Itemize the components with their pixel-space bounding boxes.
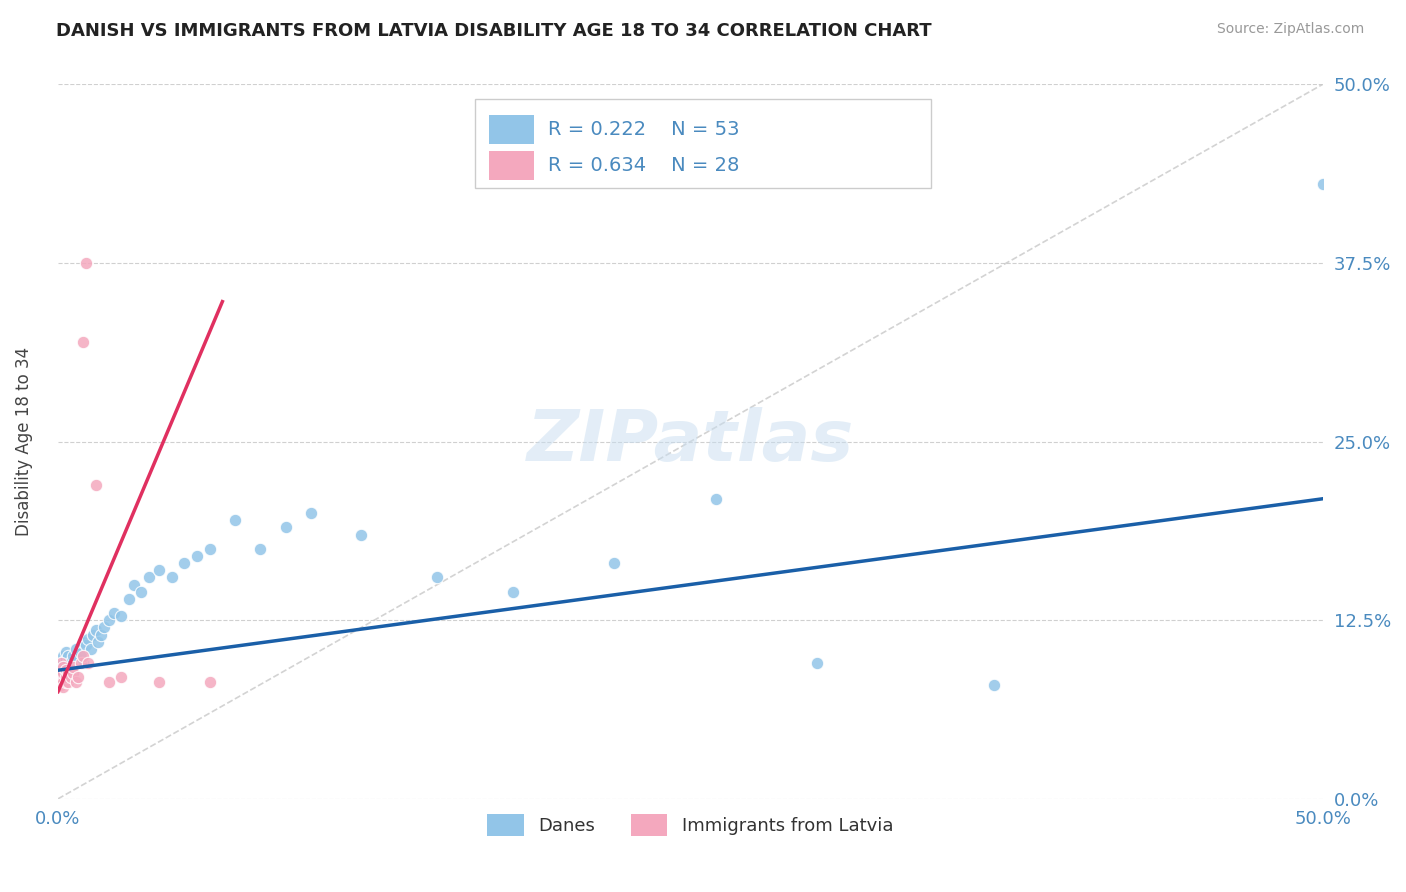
Point: [62, 666, 84, 681]
Point: [59, 660, 82, 674]
Point: [55, 674, 77, 689]
Legend: Danes, Immigrants from Latvia: Danes, Immigrants from Latvia: [481, 807, 900, 844]
Point: [138, 570, 160, 584]
Point: [72, 634, 94, 648]
Point: [55, 663, 77, 677]
Point: [704, 491, 727, 506]
Point: [160, 570, 183, 584]
Point: [59, 663, 82, 677]
Point: [87, 634, 110, 648]
Point: [67, 670, 90, 684]
Point: [84, 477, 107, 491]
Point: [93, 620, 115, 634]
Point: [65, 674, 87, 689]
Text: Source: ZipAtlas.com: Source: ZipAtlas.com: [1216, 22, 1364, 37]
Bar: [489, 115, 534, 145]
Point: [62, 648, 84, 663]
Text: DANISH VS IMMIGRANTS FROM LATVIA DISABILITY AGE 18 TO 34 CORRELATION CHART: DANISH VS IMMIGRANTS FROM LATVIA DISABIL…: [56, 22, 932, 40]
Text: ZIPatlas: ZIPatlas: [527, 407, 853, 476]
Point: [69, 646, 91, 660]
Point: [110, 609, 132, 624]
Point: [72, 334, 94, 349]
Point: [52, 666, 75, 681]
Point: [186, 549, 208, 563]
Point: [84, 624, 107, 638]
Point: [56, 648, 79, 663]
Point: [65, 641, 87, 656]
Point: [52, 666, 75, 681]
Point: [97, 613, 120, 627]
Point: [49, 670, 72, 684]
Point: [224, 513, 246, 527]
Text: R = 0.222    N = 53: R = 0.222 N = 53: [548, 120, 740, 139]
Point: [80, 641, 103, 656]
Point: [299, 506, 322, 520]
Point: [49, 677, 72, 691]
Point: [55, 660, 77, 674]
Point: [55, 645, 77, 659]
Point: [67, 652, 90, 666]
Point: [806, 656, 828, 670]
Point: [49, 670, 72, 684]
Point: [55, 652, 77, 666]
Point: [502, 584, 524, 599]
Point: [198, 541, 221, 556]
Point: [59, 655, 82, 669]
Point: [148, 674, 170, 689]
Point: [131, 584, 153, 599]
Point: [110, 670, 132, 684]
Point: [97, 674, 120, 689]
Point: [198, 674, 221, 689]
Point: [350, 527, 373, 541]
Bar: [489, 151, 534, 180]
Point: [249, 541, 271, 556]
Point: [1312, 178, 1334, 192]
FancyBboxPatch shape: [475, 99, 931, 188]
Point: [62, 666, 84, 681]
Point: [122, 577, 145, 591]
Point: [52, 681, 75, 695]
Text: R = 0.634    N = 28: R = 0.634 N = 28: [548, 156, 740, 175]
Point: [52, 660, 75, 674]
Point: [75, 638, 97, 652]
Point: [603, 556, 626, 570]
Point: [69, 656, 91, 670]
Point: [56, 656, 79, 670]
Point: [59, 670, 82, 684]
Point: [49, 663, 72, 677]
Point: [426, 570, 449, 584]
Point: [56, 666, 79, 681]
Point: [55, 670, 77, 684]
Point: [75, 256, 97, 270]
Point: [52, 674, 75, 689]
Point: [173, 556, 195, 570]
Point: [62, 660, 84, 674]
Point: [90, 627, 112, 641]
Point: [49, 656, 72, 670]
Point: [56, 674, 79, 689]
Point: [72, 656, 94, 670]
Point: [65, 656, 87, 670]
Point: [103, 606, 125, 620]
Point: [148, 563, 170, 577]
Point: [72, 648, 94, 663]
Point: [77, 656, 100, 670]
Point: [77, 632, 100, 646]
Point: [274, 520, 297, 534]
Point: [118, 591, 141, 606]
Point: [52, 656, 75, 670]
Point: [82, 627, 104, 641]
Point: [52, 648, 75, 663]
Point: [56, 666, 79, 681]
Y-axis label: Disability Age 18 to 34: Disability Age 18 to 34: [15, 347, 32, 536]
Point: [983, 677, 1005, 691]
